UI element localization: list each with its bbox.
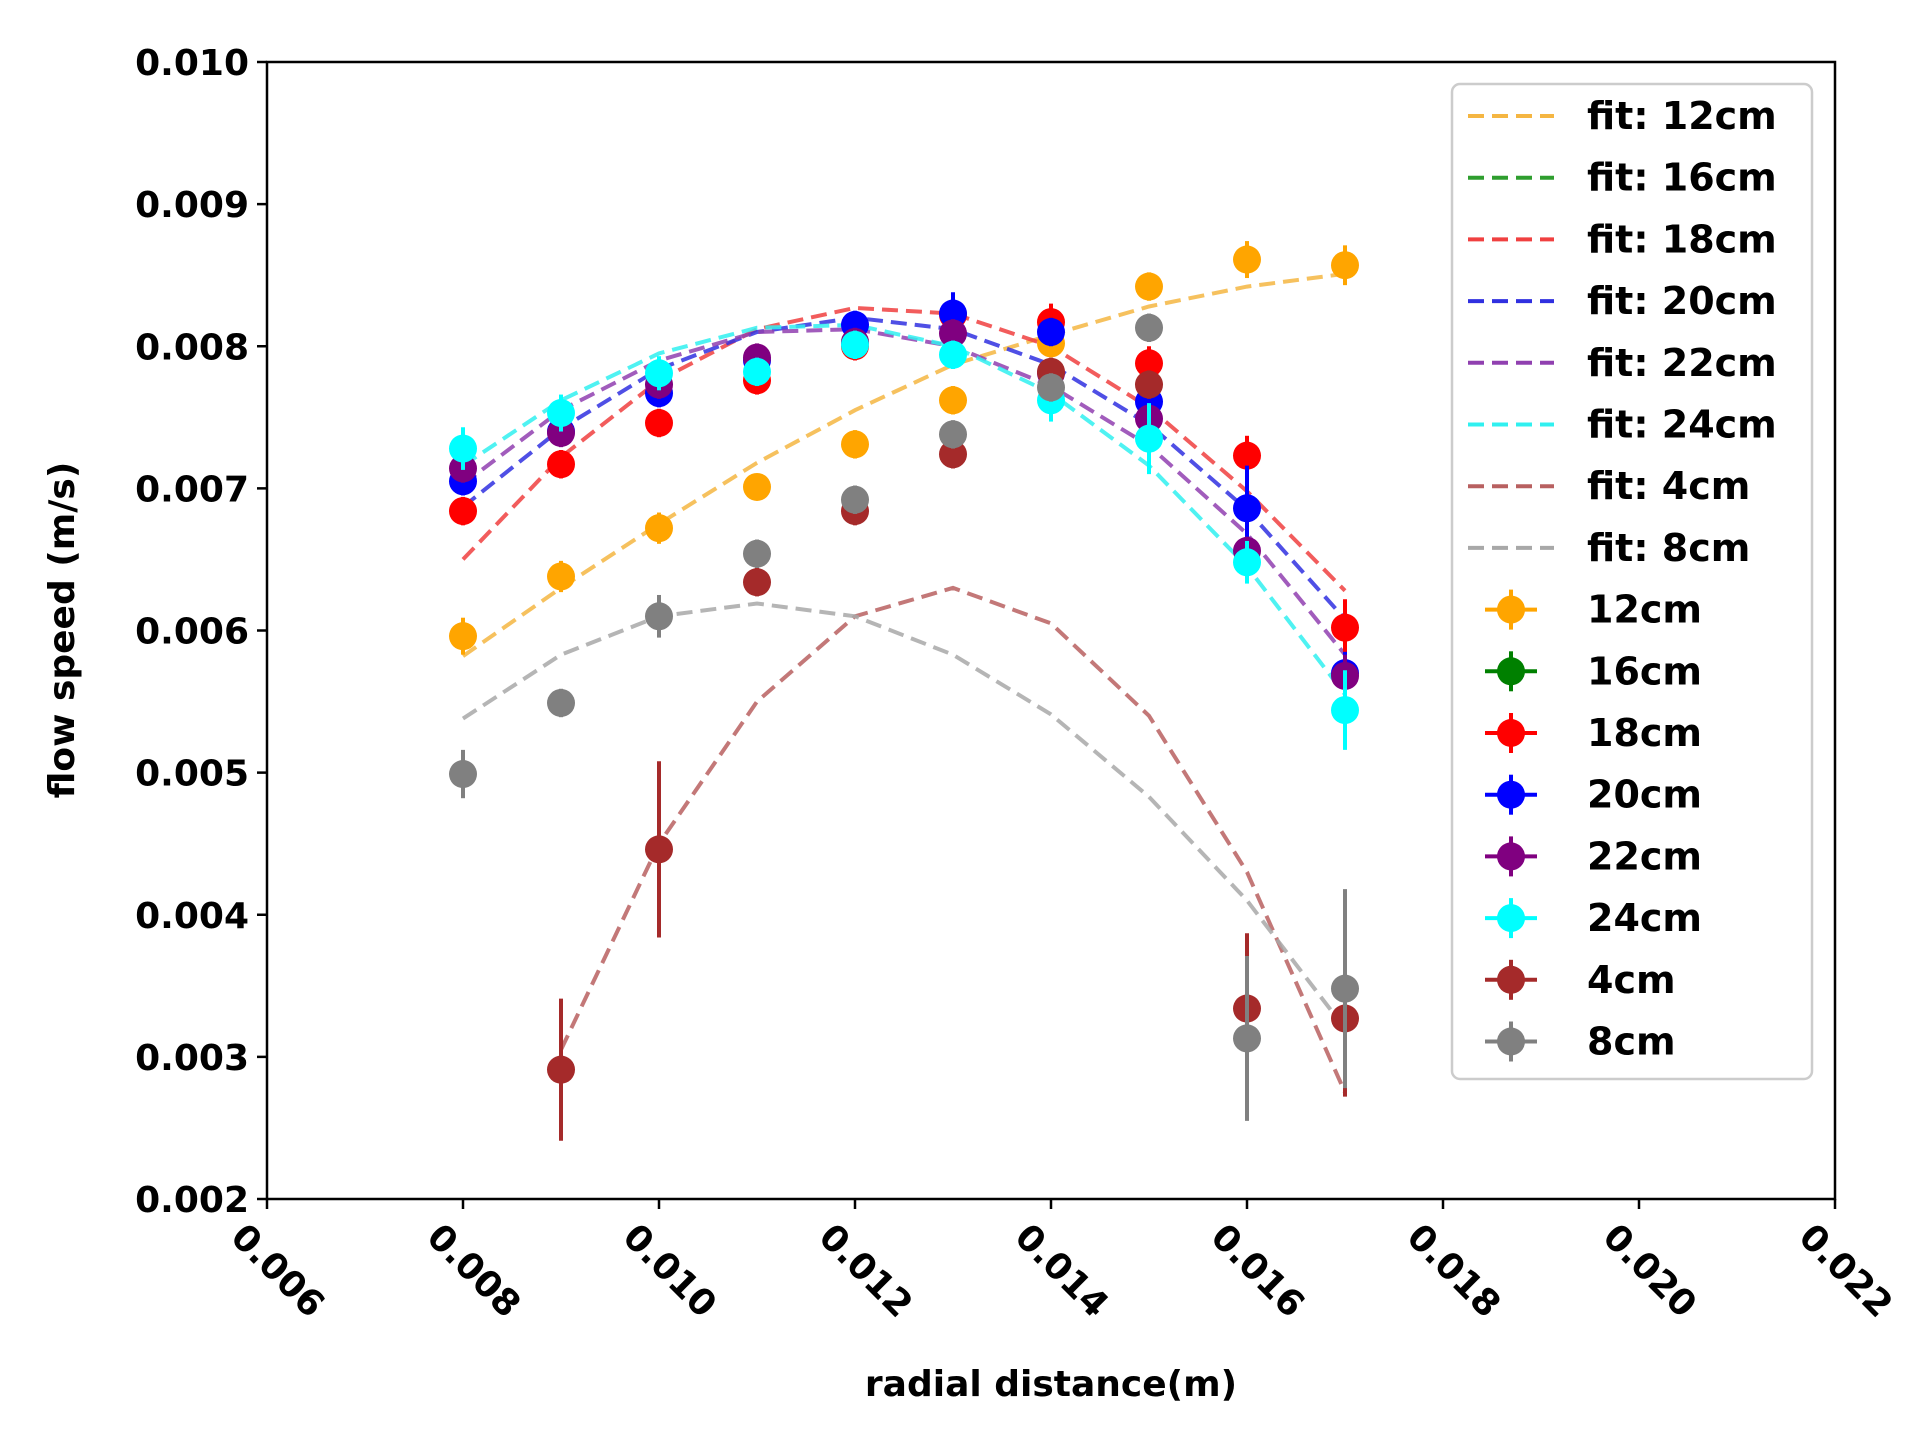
legend-fit-label-3: fit: 20cm	[1587, 279, 1777, 323]
data-point-2-8	[1233, 441, 1261, 470]
x-axis-label: radial distance(m)	[865, 1364, 1237, 1405]
data-point-0-3	[743, 472, 771, 501]
legend-fit-label-5: fit: 24cm	[1587, 403, 1777, 447]
legend-fit-label-1: fit: 16cm	[1587, 156, 1777, 200]
data-point-7-7	[1135, 313, 1163, 342]
fit-line-2	[461, 305, 1347, 593]
data-point-5-9	[1331, 696, 1359, 725]
legend-series-marker-5	[1497, 904, 1525, 933]
y-tick-label-2: 0.004	[135, 896, 249, 937]
legend-fit-label-7: fit: 8cm	[1587, 526, 1750, 570]
data-point-2-7	[1135, 349, 1163, 378]
data-point-5-8	[1233, 548, 1261, 577]
data-point-7-0	[449, 760, 477, 789]
data-point-3-5	[939, 299, 967, 328]
data-point-3-8	[1233, 494, 1261, 523]
data-point-7-1	[547, 688, 575, 717]
data-point-6-6	[1135, 370, 1163, 399]
legend-fit-label-6: fit: 4cm	[1587, 464, 1750, 508]
data-point-5-5	[939, 340, 967, 369]
data-point-4-5	[939, 319, 967, 348]
data-point-2-1	[547, 450, 575, 479]
y-tick-label-0: 0.002	[135, 1180, 249, 1221]
data-point-0-7	[1135, 272, 1163, 301]
y-tick-label-5: 0.007	[135, 469, 249, 510]
fit-line-0	[461, 271, 1346, 658]
data-point-4-1	[547, 418, 575, 447]
legend-series-marker-2	[1497, 719, 1525, 747]
legend-fit-label-0: fit: 12cm	[1587, 94, 1777, 138]
data-point-6-1	[645, 835, 673, 864]
chart-marks	[449, 241, 1359, 1141]
data-point-7-5	[939, 420, 967, 449]
data-point-0-4	[841, 430, 869, 459]
legend: fit: 12cm fit: 16cm fit: 18cm fit: 20cm fit:…	[1450, 82, 1814, 1081]
legend-series-marker-7	[1497, 1027, 1525, 1056]
data-point-7-2	[645, 602, 673, 631]
data-point-5-3	[743, 357, 771, 386]
data-point-2-2	[645, 408, 673, 437]
legend-series-label-2: 18cm	[1587, 711, 1702, 755]
legend-series-marker-6	[1497, 965, 1525, 994]
legend-series-label-3: 20cm	[1587, 773, 1702, 817]
y-axis-label: flow speed (m/s)	[42, 462, 83, 799]
y-tick-label-4: 0.006	[135, 612, 249, 653]
data-point-2-0	[449, 497, 477, 526]
data-point-3-6	[1037, 318, 1065, 347]
data-point-7-8	[1233, 1024, 1261, 1053]
legend-frame	[1450, 82, 1814, 1081]
y-tick-label-8: 0.010	[135, 43, 249, 84]
data-point-0-9	[1331, 251, 1359, 280]
y-tick-label-6: 0.008	[135, 327, 249, 368]
y-tick-label-3: 0.005	[135, 754, 249, 795]
legend-series-marker-0	[1497, 595, 1525, 624]
legend-series-marker-3	[1497, 780, 1525, 809]
data-point-0-8	[1233, 245, 1261, 274]
fit-line-5	[461, 322, 1347, 696]
legend-fit-label-2: fit: 18cm	[1587, 217, 1777, 261]
legend-series-label-7: 8cm	[1587, 1020, 1676, 1064]
legend-series-label-0: 12cm	[1587, 588, 1702, 632]
data-point-5-1	[547, 399, 575, 428]
fit-line-6	[559, 585, 1347, 1094]
fit-line-7	[461, 601, 1347, 1030]
data-point-6-2	[743, 568, 771, 597]
data-point-7-6	[1037, 373, 1065, 402]
data-point-7-4	[841, 485, 869, 514]
data-point-0-5	[939, 386, 967, 415]
data-point-7-3	[743, 539, 771, 568]
data-point-5-2	[645, 359, 673, 388]
fit-line-3	[461, 315, 1347, 621]
legend-series-marker-4	[1497, 842, 1525, 871]
data-point-6-4	[939, 440, 967, 469]
data-point-5-4	[841, 330, 869, 359]
data-point-0-2	[645, 514, 673, 543]
data-point-0-0	[449, 622, 477, 651]
legend-fit-label-4: fit: 22cm	[1587, 341, 1777, 385]
data-point-5-0	[449, 434, 477, 463]
legend-series-label-4: 22cm	[1587, 834, 1702, 878]
legend-series-label-6: 4cm	[1587, 958, 1676, 1002]
y-tick-label-7: 0.009	[135, 185, 249, 226]
fit-line-4	[461, 327, 1347, 656]
data-point-2-9	[1331, 613, 1359, 642]
legend-series-marker-1	[1497, 657, 1525, 686]
data-point-5-7	[1135, 424, 1163, 453]
data-point-0-1	[547, 562, 575, 591]
data-point-7-9	[1331, 974, 1359, 1003]
data-point-6-0	[547, 1055, 575, 1084]
legend-series-label-5: 24cm	[1587, 896, 1702, 940]
legend-series-label-1: 16cm	[1587, 649, 1702, 693]
y-tick-label-1: 0.003	[135, 1038, 249, 1079]
